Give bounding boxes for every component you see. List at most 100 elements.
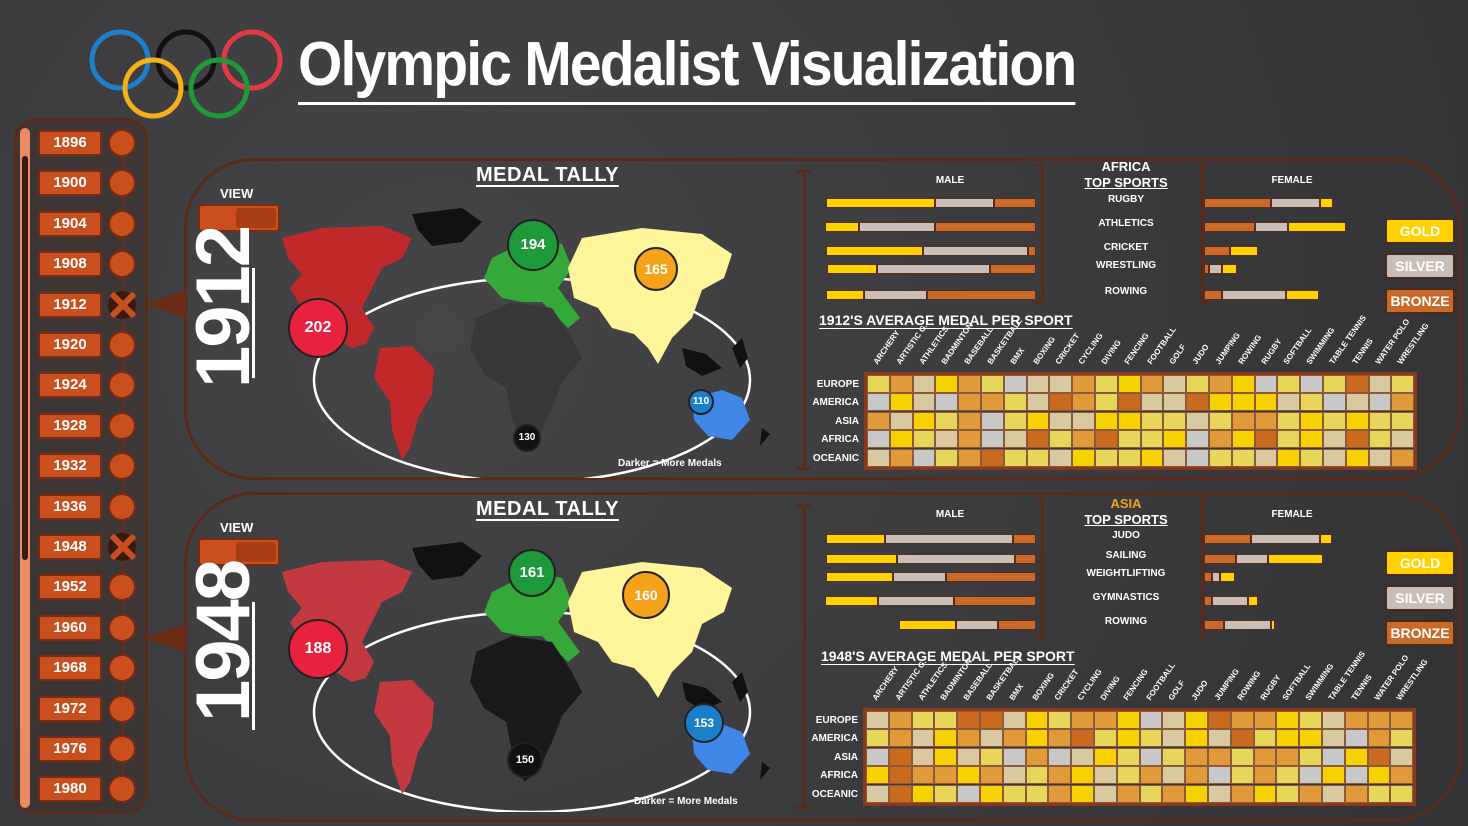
heatmap-cell[interactable] xyxy=(1117,411,1141,430)
year-button-1960[interactable]: 1960 xyxy=(38,614,102,641)
heatmap-cell[interactable] xyxy=(935,411,959,430)
heatmap-cell[interactable] xyxy=(1139,747,1163,766)
male-bar-silver[interactable] xyxy=(859,222,935,232)
heatmap-cell[interactable] xyxy=(1367,766,1391,785)
heatmap-cell[interactable] xyxy=(1071,729,1094,748)
heatmap-cell[interactable] xyxy=(1323,448,1346,467)
heatmap-cell[interactable] xyxy=(1186,393,1209,412)
tally-bubble-asia[interactable]: 165 xyxy=(634,247,678,291)
tally-bubble-oceania[interactable]: 110 xyxy=(688,389,714,415)
africa-shape[interactable] xyxy=(470,302,582,448)
heatmap-cell[interactable] xyxy=(1002,747,1026,766)
heatmap-cell[interactable] xyxy=(1185,711,1208,729)
heatmap-cell[interactable] xyxy=(1277,448,1301,467)
heatmap-cell[interactable] xyxy=(1072,448,1095,467)
heatmap-cell[interactable] xyxy=(1095,448,1118,467)
male-bar-gold[interactable] xyxy=(826,198,935,208)
male-bar-silver[interactable] xyxy=(923,246,1028,256)
heatmap-cell[interactable] xyxy=(1299,747,1322,766)
female-bar-bronze[interactable] xyxy=(1204,264,1209,274)
heatmap-cell[interactable] xyxy=(1368,430,1392,449)
heatmap-cell[interactable] xyxy=(957,766,980,785)
male-bar-bronze[interactable] xyxy=(990,264,1036,274)
year-button-1908[interactable]: 1908 xyxy=(38,251,102,278)
heatmap-cell[interactable] xyxy=(1163,375,1187,393)
year-dot[interactable] xyxy=(108,250,136,279)
heatmap-cell[interactable] xyxy=(1344,747,1368,766)
female-bar-gold[interactable] xyxy=(1288,222,1346,232)
heatmap-cell[interactable] xyxy=(1094,711,1117,729)
heatmap-cell[interactable] xyxy=(1276,711,1300,729)
heatmap-cell[interactable] xyxy=(1345,375,1369,393)
heatmap-cell[interactable] xyxy=(1026,411,1050,430)
heatmap-cell[interactable] xyxy=(1186,411,1209,430)
heatmap-cell[interactable] xyxy=(1208,729,1231,748)
heatmap-cell[interactable] xyxy=(1003,411,1027,430)
timeline-scrollbar-thumb[interactable] xyxy=(22,156,28,560)
female-bar-gold[interactable] xyxy=(1271,620,1275,630)
heatmap-cell[interactable] xyxy=(1391,393,1415,412)
heatmap-cell[interactable] xyxy=(1094,747,1117,766)
tally-bubble-asia[interactable]: 160 xyxy=(622,571,670,619)
heatmap-cell[interactable] xyxy=(1025,747,1049,766)
female-bar-silver[interactable] xyxy=(1255,222,1288,232)
female-bar-bronze[interactable] xyxy=(1204,222,1255,232)
heatmap-cell[interactable] xyxy=(1186,375,1209,393)
year-button-1932[interactable]: 1932 xyxy=(38,453,102,480)
heatmap-cell[interactable] xyxy=(1299,711,1322,729)
heatmap-cell[interactable] xyxy=(888,729,912,748)
heatmap-cell[interactable] xyxy=(1002,766,1026,785)
africa-shape[interactable] xyxy=(470,636,582,782)
heatmap-cell[interactable] xyxy=(1390,711,1414,729)
heatmap-cell[interactable] xyxy=(1140,411,1164,430)
legend-bronze-button[interactable]: BRONZE xyxy=(1385,288,1455,314)
female-bar-bronze[interactable] xyxy=(1204,246,1230,256)
heatmap-cell[interactable] xyxy=(1344,784,1368,803)
heatmap-cell[interactable] xyxy=(1209,411,1232,430)
heatmap-cell[interactable] xyxy=(912,430,936,449)
heatmap-cell[interactable] xyxy=(1300,448,1323,467)
greenland-shape[interactable] xyxy=(412,208,482,246)
heatmap-cell[interactable] xyxy=(1163,393,1187,412)
heatmap-cell[interactable] xyxy=(1390,784,1414,803)
heatmap-cell[interactable] xyxy=(1322,729,1345,748)
heatmap-cell[interactable] xyxy=(866,729,889,748)
heatmap-cell[interactable] xyxy=(1345,448,1369,467)
heatmap-cell[interactable] xyxy=(1162,766,1186,785)
heatmap-cell[interactable] xyxy=(1003,393,1027,412)
heatmap-cell[interactable] xyxy=(1300,411,1323,430)
tally-bubble-america[interactable]: 188 xyxy=(288,619,348,679)
year-selected-x-icon[interactable] xyxy=(108,290,136,319)
heatmap-cell[interactable] xyxy=(1277,393,1301,412)
north-america-shape[interactable] xyxy=(282,226,412,348)
greenland-shape[interactable] xyxy=(412,542,482,580)
heatmap-cell[interactable] xyxy=(1025,711,1049,729)
heatmap-cell[interactable] xyxy=(934,729,958,748)
heatmap-cell[interactable] xyxy=(1116,766,1140,785)
female-bar-silver[interactable] xyxy=(1212,572,1220,582)
heatmap-cell[interactable] xyxy=(1139,766,1163,785)
heatmap-cell[interactable] xyxy=(1209,375,1232,393)
male-bar-bronze[interactable] xyxy=(954,596,1036,606)
male-bar-gold[interactable] xyxy=(899,620,956,630)
heatmap-cell[interactable] xyxy=(1345,411,1369,430)
heatmap-cell[interactable] xyxy=(1095,393,1118,412)
male-bar-bronze[interactable] xyxy=(927,290,1036,300)
heatmap-cell[interactable] xyxy=(1072,375,1095,393)
year-dot[interactable] xyxy=(108,209,136,238)
heatmap-cell[interactable] xyxy=(934,711,958,729)
year-button-1896[interactable]: 1896 xyxy=(38,130,102,156)
male-bar-bronze[interactable] xyxy=(935,222,1036,232)
heatmap-cell[interactable] xyxy=(1071,784,1094,803)
year-dot[interactable] xyxy=(108,775,136,804)
heatmap-cell[interactable] xyxy=(888,747,912,766)
heatmap-cell[interactable] xyxy=(958,375,981,393)
heatmap-cell[interactable] xyxy=(1323,375,1346,393)
heatmap-cell[interactable] xyxy=(1140,448,1164,467)
heatmap-cell[interactable] xyxy=(1322,784,1345,803)
male-bar-silver[interactable] xyxy=(877,264,990,274)
heatmap-cell[interactable] xyxy=(1162,711,1186,729)
tally-bubble-oceania[interactable]: 153 xyxy=(684,703,724,743)
year-dot[interactable] xyxy=(108,411,136,440)
heatmap-cell[interactable] xyxy=(1072,430,1095,449)
